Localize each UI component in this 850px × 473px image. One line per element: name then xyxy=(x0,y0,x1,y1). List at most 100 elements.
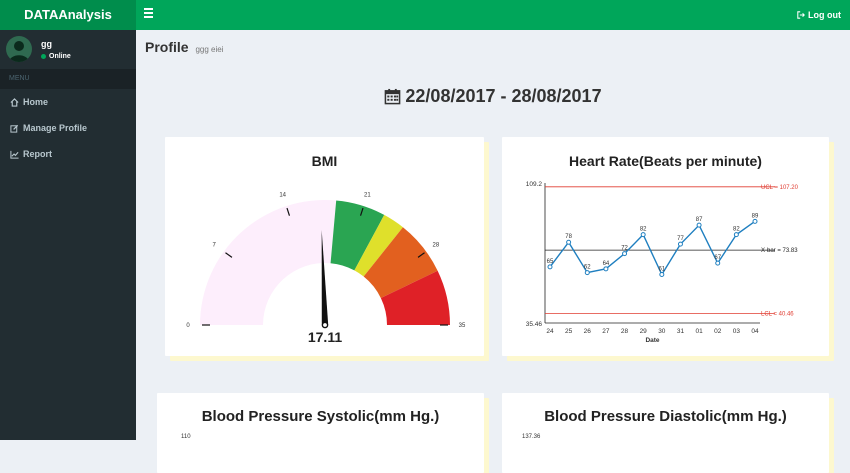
sidebar-item-label: Home xyxy=(23,97,49,107)
app-logo[interactable]: DATAAnalysis xyxy=(0,0,136,30)
y-axis-max-label: 109.2 xyxy=(526,181,543,188)
heart-rate-data-label: 72 xyxy=(621,246,628,252)
heart-rate-point xyxy=(752,218,758,224)
heart-rate-card-title: Heart Rate(Beats per minute) xyxy=(569,153,762,169)
y-axis-min-label: 35.46 xyxy=(526,321,543,328)
heart-rate-point xyxy=(677,241,683,247)
sign-out-icon xyxy=(797,11,805,19)
gauge-band-3 xyxy=(363,227,438,299)
x-tick-label: 25 xyxy=(565,328,573,335)
sidebar-item-label: Report xyxy=(23,149,52,159)
gauge-band-0 xyxy=(200,200,337,325)
heart-rate-data-label: 78 xyxy=(565,234,572,240)
gauge-band-2 xyxy=(354,214,403,277)
bp-systolic-y-tick: 110 xyxy=(181,434,191,440)
heart-rate-point xyxy=(733,232,739,238)
page-title-text: Profile xyxy=(145,39,189,55)
gauge-needle-pivot xyxy=(321,321,329,329)
page-title: Profile ggg eiei xyxy=(145,39,224,55)
heart-rate-data-label: 87 xyxy=(696,217,703,223)
user-status: Online xyxy=(41,53,71,60)
x-axis-label: Date xyxy=(645,337,659,344)
calendar-icon xyxy=(385,88,401,105)
heart-rate-data-label: 77 xyxy=(677,236,684,242)
user-avatar-icon xyxy=(9,41,29,62)
logout-label: Log out xyxy=(808,10,841,20)
heart-rate-data-label: 62 xyxy=(584,265,591,271)
bp-systolic-card: Blood Pressure Systolic(mm Hg.) 110 xyxy=(157,393,484,473)
x-tick-label: 26 xyxy=(584,328,592,335)
gauge-band-4 xyxy=(380,270,450,325)
heart-rate-data-label: 89 xyxy=(752,213,759,219)
x-tick-label: 24 xyxy=(546,328,554,335)
page-subtitle: ggg eiei xyxy=(195,45,224,54)
bp-diastolic-y-tick: 137.36 xyxy=(522,434,541,440)
user-name: gg xyxy=(41,39,52,49)
x-tick-label: 28 xyxy=(621,328,629,335)
x-tick-label: 03 xyxy=(733,328,741,335)
heart-rate-point xyxy=(696,222,702,228)
gauge-tick-label: 35 xyxy=(459,323,466,329)
user-status-label: Online xyxy=(49,53,71,60)
heart-rate-point xyxy=(603,266,609,272)
reference-line-label: LCL = 40.46 xyxy=(761,312,794,318)
x-tick-label: 29 xyxy=(640,328,648,335)
heart-rate-data-label: 67 xyxy=(714,255,721,261)
sidebar: gg Online MENU Home Manage Profile Repor… xyxy=(0,30,136,440)
bp-diastolic-card-title: Blood Pressure Diastolic(mm Hg.) xyxy=(544,408,787,425)
sidebar-item-report[interactable]: Report xyxy=(0,141,136,167)
gauge-tick-28 xyxy=(417,252,425,258)
heart-rate-point xyxy=(622,251,628,257)
sidebar-item-home[interactable]: Home xyxy=(0,89,136,115)
gauge-tick-label: 0 xyxy=(186,323,190,329)
date-range: 22/08/2017 - 28/08/2017 xyxy=(136,86,850,107)
gauge-tick-label: 28 xyxy=(432,242,439,248)
gauge-tick-label: 14 xyxy=(279,193,286,199)
heart-rate-card: Heart Rate(Beats per minute) 109.2 35.46 U… xyxy=(502,137,829,356)
x-tick-label: 30 xyxy=(658,328,666,335)
gauge-tick-7 xyxy=(225,252,233,258)
hamburger-menu-icon[interactable] xyxy=(144,8,153,20)
x-tick-label: 31 xyxy=(677,328,685,335)
bmi-card: BMI 0 7 14 21 28 35 17.11 xyxy=(165,137,484,356)
x-tick-label: 04 xyxy=(751,328,759,335)
heart-rate-point xyxy=(566,239,572,245)
user-panel: gg Online xyxy=(0,30,136,69)
bmi-card-title: BMI xyxy=(311,153,338,169)
logout-link[interactable]: Log out xyxy=(797,0,841,30)
line-chart-icon xyxy=(10,150,19,159)
home-icon xyxy=(10,97,19,107)
heart-rate-point xyxy=(547,264,553,270)
main-content: Profile ggg eiei 22/08/2017 - 28/08/2017… xyxy=(136,30,850,473)
heart-rate-data-label: 61 xyxy=(658,267,665,273)
x-tick-label: 01 xyxy=(695,328,703,335)
sidebar-item-manage-profile[interactable]: Manage Profile xyxy=(0,115,136,141)
heart-rate-data-label: 65 xyxy=(547,259,554,265)
heart-rate-point xyxy=(659,272,665,278)
heart-rate-point xyxy=(715,260,721,266)
bp-systolic-card-title: Blood Pressure Systolic(mm Hg.) xyxy=(201,408,440,425)
x-tick-label: 27 xyxy=(602,328,610,335)
heart-rate-line-chart: 109.2 35.46 UCL = 107.20 X-bar = 73.83 LCL =… xyxy=(526,181,799,344)
user-avatar xyxy=(6,36,32,62)
gauge-band-1 xyxy=(330,200,385,271)
top-navbar: DATAAnalysis Log out xyxy=(0,0,850,30)
heart-rate-point xyxy=(584,270,590,276)
gauge-needle xyxy=(321,230,329,326)
bp-diastolic-card: Blood Pressure Diastolic(mm Hg.) 137.36 xyxy=(502,393,829,473)
heart-rate-data-label: 64 xyxy=(603,261,610,267)
reference-line-label: X-bar = 73.83 xyxy=(761,248,798,254)
gauge-value-label: 17.11 xyxy=(308,329,342,345)
heart-rate-data-label: 82 xyxy=(640,227,647,233)
gauge-tick-label: 7 xyxy=(212,242,216,248)
gauge-tick-14 xyxy=(286,207,291,216)
heart-rate-point xyxy=(640,232,646,238)
sidebar-item-label: Manage Profile xyxy=(23,123,88,133)
heart-rate-data-label: 82 xyxy=(733,227,740,233)
reference-line-label: UCL = 107.20 xyxy=(761,185,799,191)
gauge-tick-label: 21 xyxy=(364,193,371,199)
date-range-text[interactable]: 22/08/2017 - 28/08/2017 xyxy=(405,86,602,106)
heart-rate-series-line xyxy=(549,220,756,276)
menu-header: MENU xyxy=(0,69,136,89)
bmi-gauge-chart: 0 7 14 21 28 35 17.11 xyxy=(186,193,466,345)
